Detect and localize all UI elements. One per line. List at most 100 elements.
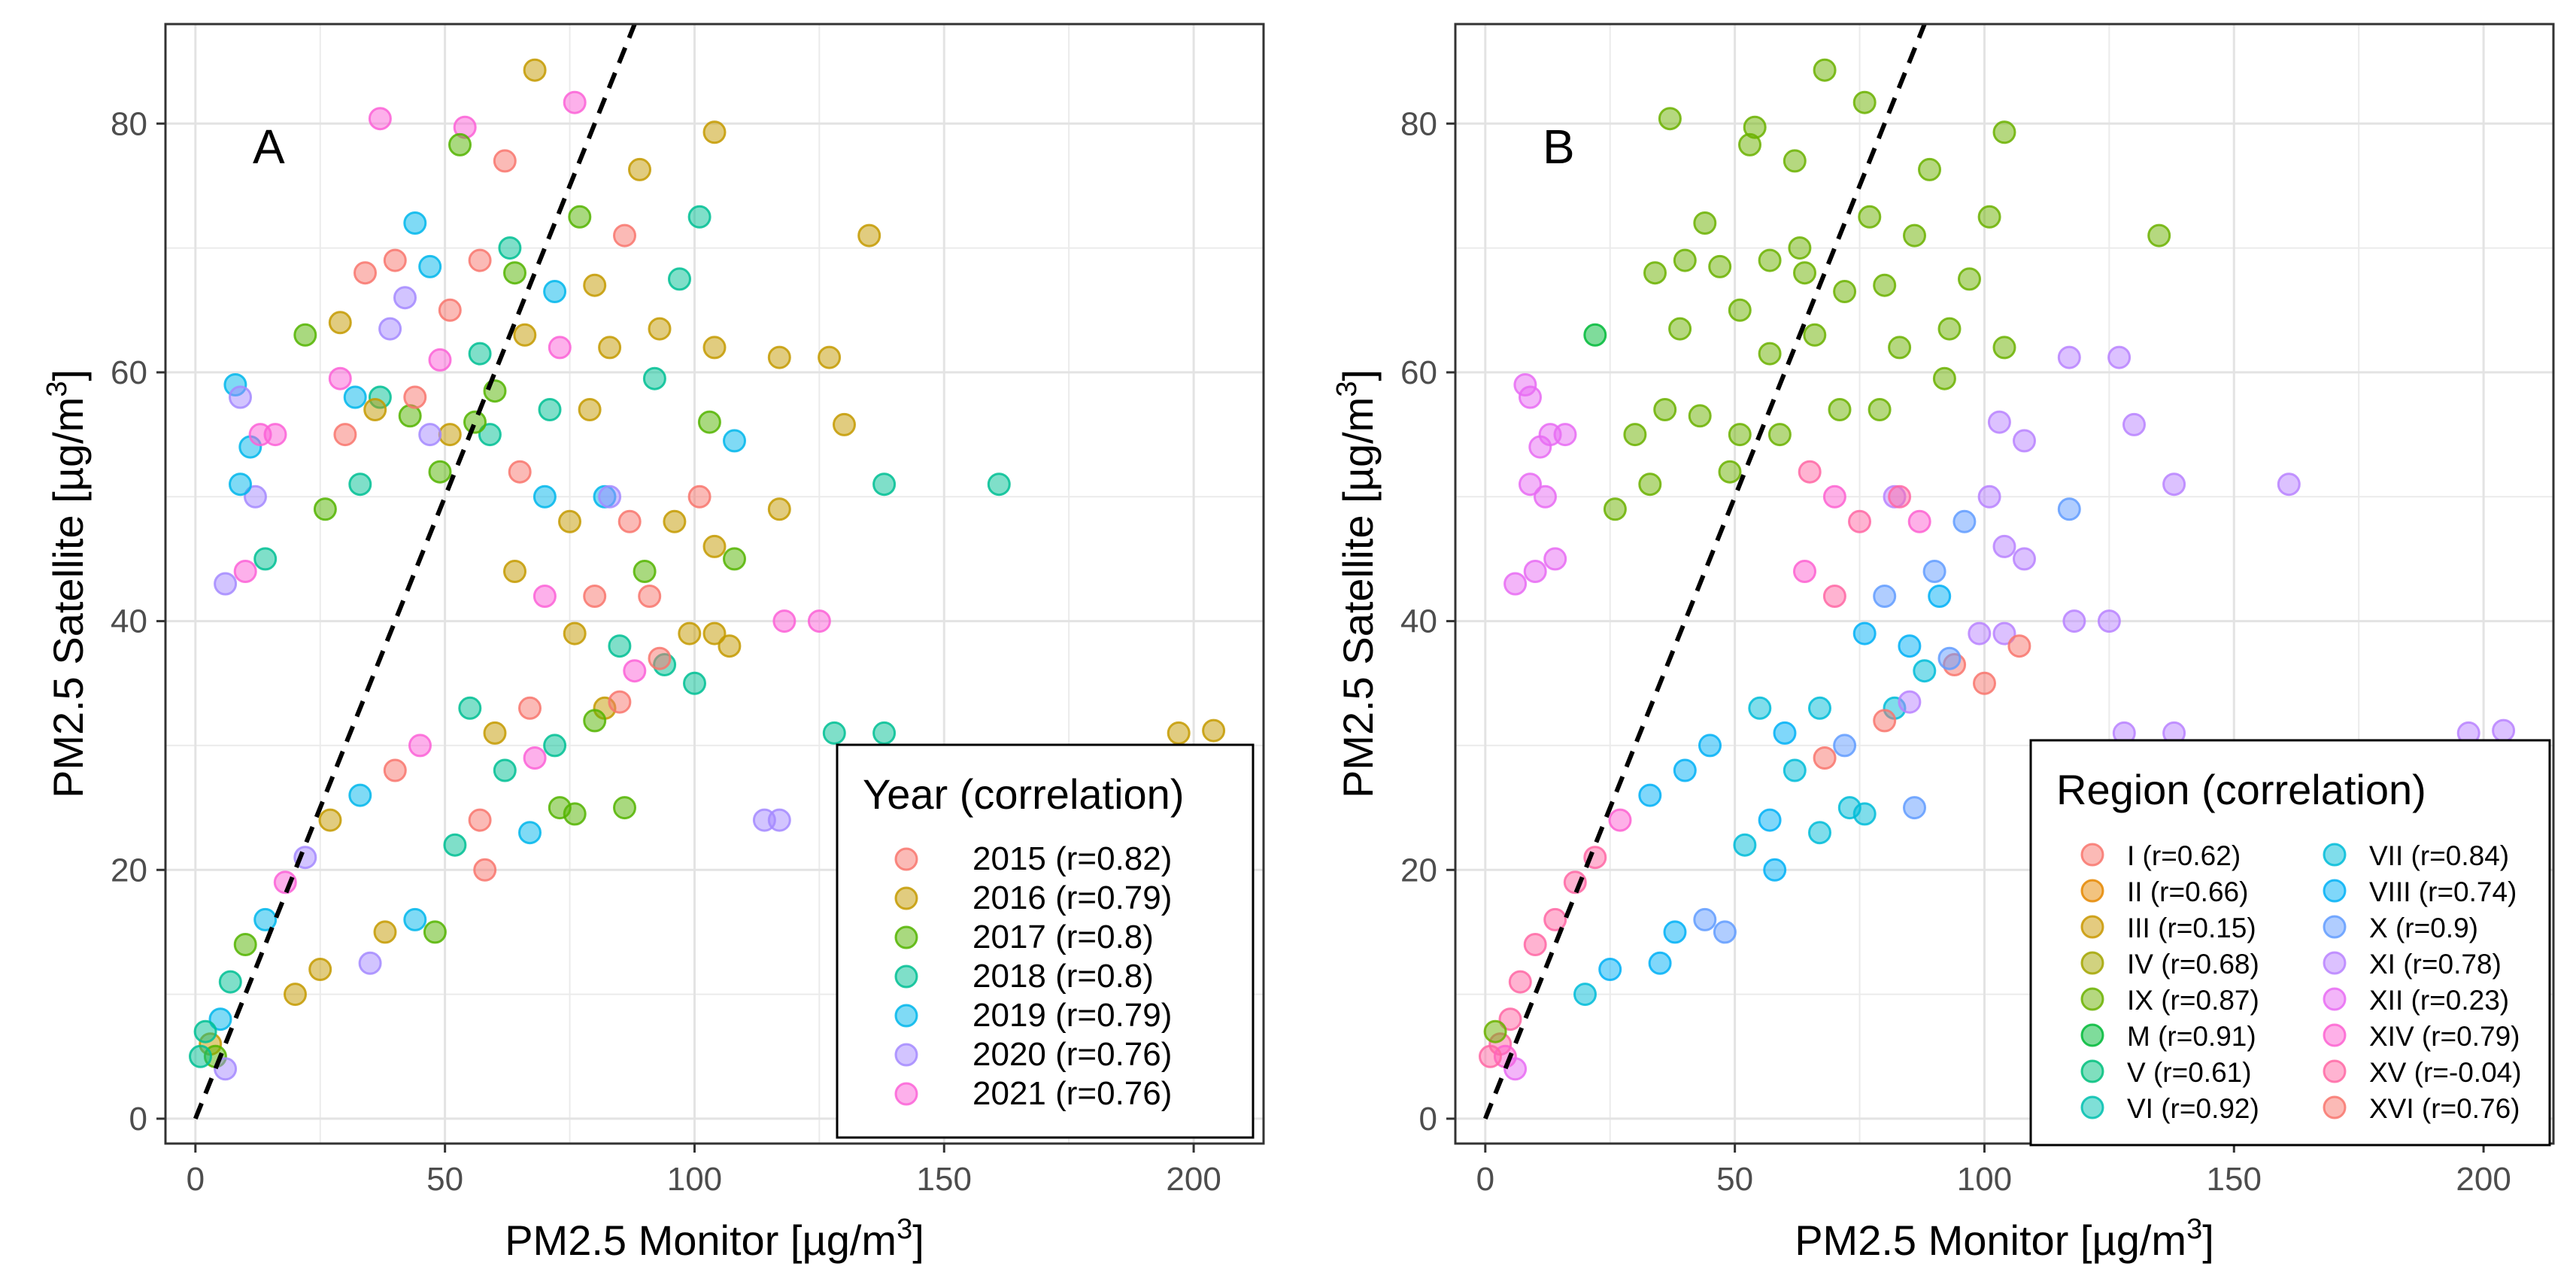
data-point [598, 485, 622, 509]
data-point [518, 821, 542, 845]
data-point [284, 983, 307, 1007]
reference-line-y-equals-x [193, 23, 637, 1120]
plot-border [164, 23, 1265, 1145]
legend-label: M (r=0.91) [2127, 1021, 2256, 1052]
data-point [532, 485, 557, 509]
data-point [1952, 509, 1977, 533]
data-point [648, 317, 672, 341]
panel-label: B [1543, 120, 1575, 174]
data-point [538, 398, 562, 421]
data-point [1553, 423, 1577, 447]
data-point [438, 298, 462, 322]
data-point [663, 509, 687, 533]
data-point [328, 311, 352, 335]
data-point [1793, 560, 1816, 583]
data-point [1773, 721, 1797, 745]
data-point [1623, 423, 1647, 447]
data-point [1693, 211, 1717, 235]
data-point [987, 472, 1011, 497]
data-point [1992, 621, 2016, 646]
legend-label: IX (r=0.87) [2127, 985, 2259, 1016]
data-point [678, 621, 702, 646]
data-point [583, 273, 607, 297]
legend-label: XI (r=0.78) [2369, 949, 2502, 980]
x-tick-label: 150 [917, 1161, 972, 1198]
data-point [1868, 398, 1892, 421]
data-point [468, 248, 492, 272]
data-point [2013, 547, 2036, 571]
data-point [2097, 609, 2121, 633]
data-point [1808, 821, 1831, 845]
data-point [1918, 157, 1941, 181]
data-point [1167, 721, 1191, 745]
data-point [1793, 261, 1816, 285]
legend-key [2323, 843, 2347, 867]
data-point [1523, 560, 1547, 583]
data-point [313, 497, 337, 521]
y-tick-label: 20 [1400, 852, 1437, 889]
data-point [1937, 317, 1962, 341]
data-point [872, 472, 897, 497]
y-axis-title-close: ] [1334, 369, 1382, 381]
data-point [608, 690, 632, 714]
data-point [2492, 718, 2516, 743]
legend-key [2080, 915, 2104, 939]
data-point [1643, 261, 1667, 285]
data-point [233, 560, 257, 583]
data-point [1798, 460, 1822, 484]
data-point [218, 970, 242, 994]
data-point [772, 609, 796, 633]
data-point [1508, 970, 1532, 994]
data-point [1638, 472, 1662, 497]
legend-label: 2019 (r=0.79) [972, 997, 1172, 1034]
data-point [563, 90, 587, 114]
data-point [2013, 429, 2036, 453]
x-tick-label: 50 [426, 1161, 463, 1198]
data-point [448, 132, 472, 156]
legend-box [2029, 739, 2551, 1147]
data-point [403, 907, 427, 931]
data-point [1758, 808, 1782, 832]
data-point [1519, 472, 1542, 497]
data-point [1922, 560, 1946, 583]
data-point [583, 709, 607, 733]
x-tick-label: 100 [667, 1161, 722, 1198]
legend-label: II (r=0.66) [2127, 876, 2248, 907]
data-point [1763, 858, 1787, 882]
y-tick-label: 40 [111, 603, 147, 640]
data-point [193, 1019, 217, 1043]
x-tick-label: 150 [2207, 1161, 2262, 1198]
data-point [1543, 907, 1567, 931]
data-point [1913, 659, 1937, 683]
data-point [1848, 509, 1871, 533]
data-point [189, 1044, 212, 1068]
data-point [767, 497, 791, 521]
legend-label: 2018 (r=0.8) [972, 958, 1154, 995]
y-tick-label: 40 [1400, 603, 1437, 640]
data-point [1648, 951, 1672, 975]
data-point [1813, 58, 1837, 82]
y-axis-title-superscript: 3 [41, 381, 73, 397]
data-point [293, 323, 317, 347]
data-point [1202, 718, 1226, 743]
y-axis-title: PM2.5 Satellite [µg/m3] [1331, 369, 1382, 798]
data-point [1828, 398, 1852, 421]
data-point [2057, 497, 2081, 521]
legend-key [2080, 879, 2104, 903]
data-point [1673, 758, 1697, 782]
data-point [613, 223, 636, 248]
data-point [423, 920, 447, 944]
data-point [503, 261, 526, 285]
data-point [1598, 958, 1622, 981]
data-point [383, 248, 407, 272]
data-point [822, 721, 846, 745]
legend-title: Year (correlation) [863, 770, 1184, 818]
data-point [308, 958, 332, 981]
data-point [418, 423, 442, 447]
panel-a: A 0 50 100 150 200 0 20 40 60 80 PM2.5 Monitor [µg/… [41, 23, 1265, 1264]
legend: Year (correlation) 2015 (r=0.82)2016 (r=0… [836, 743, 1255, 1139]
data-point [1852, 802, 1877, 826]
data-point [1708, 254, 1732, 278]
legend-key [2323, 879, 2347, 903]
data-point [2057, 345, 2081, 369]
